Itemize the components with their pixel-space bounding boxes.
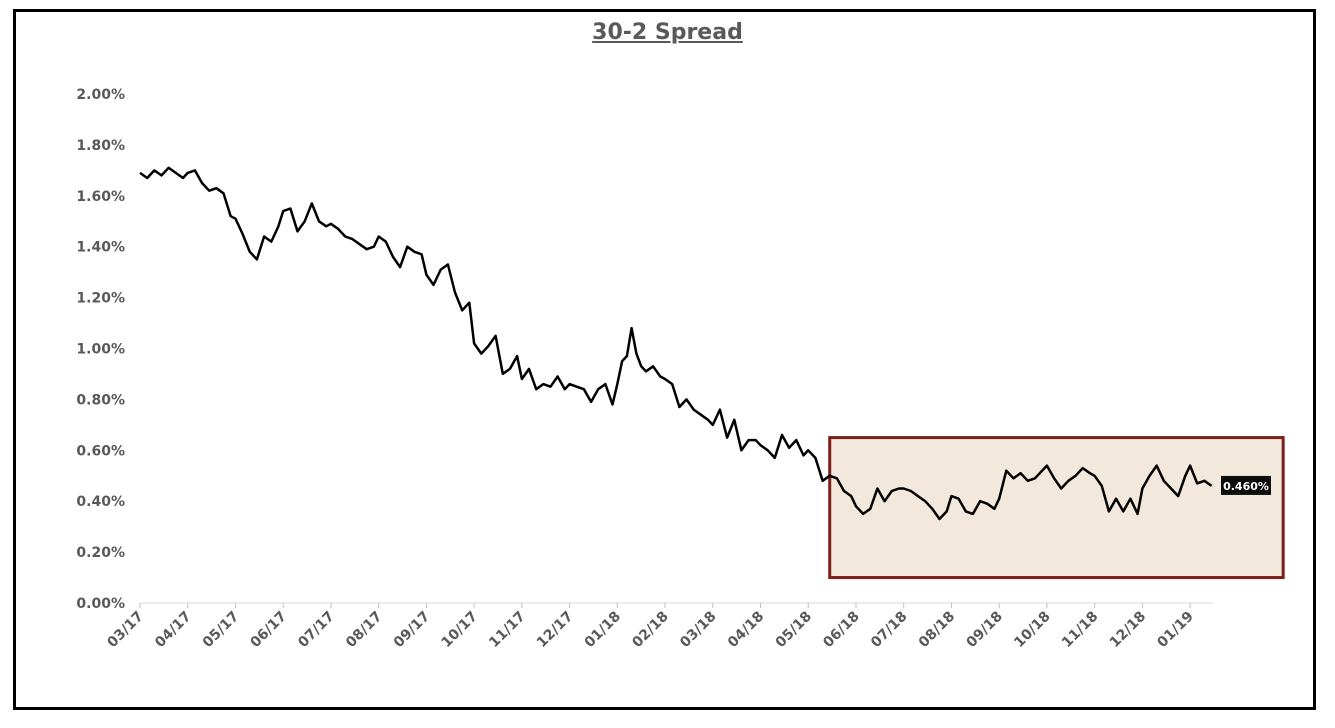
x-tick-label: 05/17 [200,609,242,651]
highlight-region [828,436,1285,580]
x-tick-label: 11/17 [486,609,528,651]
y-tick-label: 1.20% [76,291,125,307]
series-line [139,166,1213,521]
y-tick-label: 0.60% [76,443,125,459]
y-tick-label: 1.60% [76,189,125,205]
x-tick-label: 06/17 [248,609,290,651]
x-tick-label: 03/18 [677,609,719,651]
y-tick-label: 1.80% [76,138,125,154]
x-tick-label: 11/18 [1059,609,1101,651]
x-tick-label: 10/18 [1011,609,1053,651]
x-tick-label: 02/18 [629,609,671,651]
last-value-callout: 0.460% [1221,475,1271,495]
x-tick-label: 01/19 [1154,609,1196,651]
chart-title: 30-2 Spread [592,20,743,45]
highlight-box [828,436,1285,580]
x-tick-label: 09/18 [964,609,1006,651]
x-tick-label: 07/17 [295,609,337,651]
last-value-box [1221,475,1271,495]
chart-frame [13,9,1316,710]
y-tick-label: 0.00% [76,596,125,612]
y-tick-label: 1.00% [76,342,125,358]
y-tick-label: 2.00% [76,87,125,103]
x-tick-label: 04/17 [152,609,194,651]
y-axis: 0.00% 0.20% 0.40% 0.60% 0.80% 1.00% 1.20% 1.40%… [76,87,125,612]
x-tick-label: 06/18 [820,609,862,651]
x-axis: 03/17 04/17 05/17 06/17 07/17 08/17 09/17 10/17… [104,602,1213,651]
x-tick-label: 08/18 [916,609,958,651]
x-tick-label: 04/18 [725,609,767,651]
series-group [139,166,1213,521]
x-tick-label: 09/17 [391,609,433,651]
y-tick-label: 1.40% [76,240,125,256]
last-value-label: 0.460% [1223,480,1269,493]
x-tick-label: 01/18 [582,609,624,651]
y-tick-label: 0.40% [76,494,125,510]
x-tick-label: 05/18 [773,609,815,651]
x-tick-label: 10/17 [438,609,480,651]
x-tick-label: 07/18 [868,609,910,651]
x-tick-label: 08/17 [343,609,385,651]
x-tick-label: 03/17 [104,609,146,651]
y-tick-label: 0.80% [76,392,125,408]
y-tick-label: 0.20% [76,545,125,561]
x-tick-label: 12/18 [1107,609,1149,651]
x-tick-label: 12/17 [534,609,576,651]
